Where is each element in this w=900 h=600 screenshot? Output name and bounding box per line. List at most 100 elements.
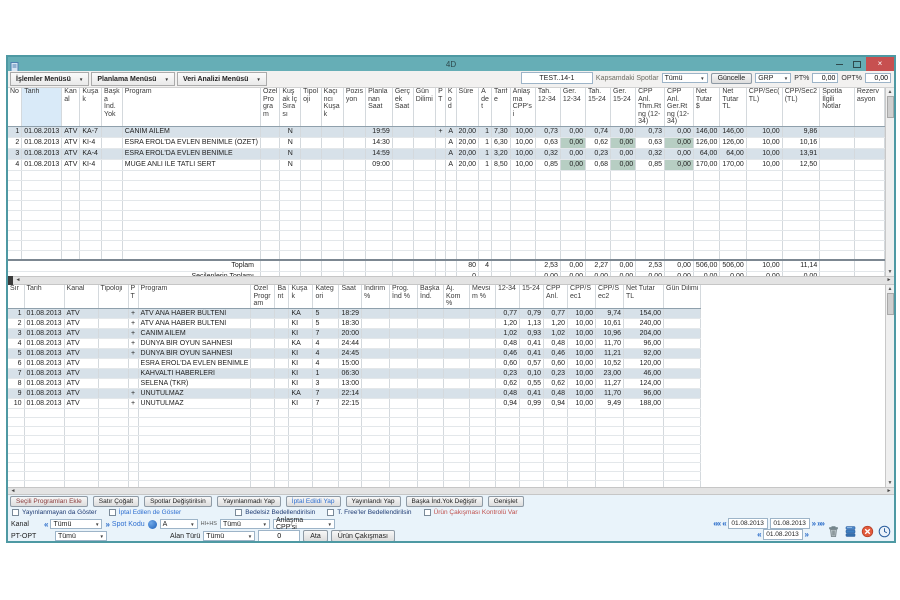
table-row[interactable]: 9 01.08.2013 ATV + UNUTULMAZ KA 7 22:14 0,48 0,41…	[8, 388, 702, 399]
menu-islemler[interactable]: İşlemler Menüsü ▼	[10, 72, 90, 86]
column-header[interactable]: Bant	[274, 285, 290, 309]
scroll-thumb[interactable]	[886, 96, 894, 118]
footer-button[interactable]: Seçili Programları Ekle	[10, 496, 88, 507]
column-header[interactable]: Planlanan Saat	[365, 88, 393, 127]
column-header[interactable]: Süre	[456, 88, 480, 127]
column-header[interactable]: Tarih	[21, 88, 63, 127]
ata-button[interactable]: Ata	[303, 530, 328, 541]
column-header[interactable]: Tah. 12-34	[535, 88, 561, 127]
column-header[interactable]: Pozisyon	[343, 88, 367, 127]
table-row[interactable]: 6 01.08.2013 ATV ESRA EROL'DA EVLEN BENİMLE…	[8, 358, 702, 369]
table-row[interactable]: 8 01.08.2013 ATV SELENA (TKR) KI 3 13:00 0,62 0,…	[8, 378, 702, 389]
column-header[interactable]: Sır	[8, 285, 25, 309]
scroll-left-icon[interactable]: ◄	[10, 487, 16, 494]
minimize-button[interactable]	[830, 57, 848, 71]
table-row[interactable]: 1 01.08.2013 ATV + ATV ANA HABER BÜLTENİ KA 5 1…	[8, 308, 702, 319]
column-header[interactable]: Başka İnd.	[417, 285, 445, 309]
column-header[interactable]: PT	[435, 88, 446, 127]
column-header[interactable]: Tarih	[24, 285, 65, 309]
date-end-field[interactable]: 01.08.2013	[769, 518, 810, 529]
cancel-icon[interactable]	[861, 525, 874, 540]
prev-date-icon[interactable]: «	[722, 519, 727, 528]
column-header[interactable]: Gün Dilimi	[663, 285, 702, 309]
column-header[interactable]: Program	[138, 285, 252, 309]
database-icon[interactable]	[844, 525, 857, 540]
table-row[interactable]: 2 01.08.2013 ATV KI-4 ESRA EROL'DA EVLEN BEN…	[8, 137, 885, 149]
column-header[interactable]: Gün Dilimi	[413, 88, 437, 127]
prev-day-icon[interactable]: «	[757, 530, 762, 539]
column-header[interactable]: Saat	[338, 285, 363, 309]
footer-button[interactable]: Spotlar Değiştirilsin	[144, 496, 212, 507]
next-date-icon[interactable]: »	[811, 519, 817, 528]
scroll-up-icon[interactable]: ▲	[887, 89, 893, 95]
column-header[interactable]: Tipoloji	[98, 285, 129, 309]
column-header[interactable]: Gerçek Saat	[392, 88, 414, 127]
table-row[interactable]: 7 01.08.2013 ATV KAHVALTI HABERLERİ KI 1 06:30…	[8, 368, 702, 379]
column-header[interactable]: CPP Anl. Thm.Rtng (12-34)	[635, 88, 666, 127]
last-date-icon[interactable]: »»	[817, 519, 825, 528]
column-header[interactable]: CPP/Sec(TL)	[746, 88, 783, 127]
column-header[interactable]: Kategori	[312, 285, 340, 309]
spot-kodu-combo[interactable]: A ▼	[159, 519, 198, 529]
checkbox[interactable]	[423, 509, 431, 516]
scroll-left-icon[interactable]: ◄	[15, 277, 21, 283]
column-header[interactable]: Aj. Kom %	[443, 285, 471, 309]
column-header[interactable]: Kuşak	[288, 285, 314, 309]
alan-turu-combo[interactable]: Tümü ▼	[203, 531, 256, 541]
kanal-next-icon[interactable]: »	[105, 519, 110, 529]
column-header[interactable]: CPP Anl. Ger.Rtng (12-34)	[664, 88, 694, 127]
scroll-down-icon[interactable]: ▼	[887, 480, 893, 486]
menu-veri-analizi[interactable]: Veri Analizi Menüsü ▼	[176, 72, 267, 86]
maximize-button[interactable]	[848, 57, 866, 71]
plan-name-field[interactable]	[520, 72, 593, 84]
splitter-handle[interactable]	[8, 276, 13, 285]
table-row[interactable]: 1 01.08.2013 ATV KA-7 CANIM AİLEM N 19:59 + A 20,…	[8, 126, 885, 138]
table-row[interactable]: 10 01.08.2013 ATV + UNUTULMAZ KI 7 22:15 0,94 0,9…	[8, 398, 702, 409]
urun-cakismasi-button[interactable]: Ürün Çakışması	[330, 530, 395, 541]
anlasma-cpp-combo[interactable]: Anlaşma CPP'si ▼	[272, 517, 335, 531]
pt-percent-value[interactable]: 0,00	[812, 73, 839, 83]
table1-vscrollbar[interactable]: ▲ ▼	[885, 88, 894, 276]
checkbox[interactable]	[12, 509, 19, 516]
column-header[interactable]: Kod	[445, 88, 457, 127]
metric-combo[interactable]: GRP ▼	[755, 73, 792, 83]
table-row[interactable]: 5 01.08.2013 ATV + DÜNYA BİR OYUN SAHNESİ KI 4…	[8, 348, 702, 359]
column-header[interactable]: CPP/Sec2(TL)	[782, 88, 821, 127]
kanal-combo[interactable]: Tümü ▼	[50, 519, 103, 529]
trash-icon[interactable]	[827, 525, 840, 540]
column-header[interactable]: Net Tutar TL	[719, 88, 747, 127]
scroll-up-icon[interactable]: ▲	[887, 286, 893, 292]
scroll-right-icon[interactable]: ►	[886, 277, 892, 283]
column-header[interactable]: Kuşak	[79, 88, 103, 127]
column-header[interactable]: Program	[122, 88, 261, 127]
table1-hscrollbar[interactable]: ◄ ►	[8, 276, 894, 285]
first-date-icon[interactable]: ««	[713, 519, 721, 528]
table-row[interactable]: 3 01.08.2013 ATV + CANIM AİLEM KI 7 20:00 1,02 0,…	[8, 328, 702, 339]
count-field[interactable]	[258, 530, 301, 541]
pt-opt-combo[interactable]: Tümü ▼	[55, 531, 107, 541]
footer-button[interactable]: İptal Edildi Yap	[285, 496, 341, 507]
column-header[interactable]: Başka İnd. Yok	[101, 88, 123, 127]
kanal-prev-icon[interactable]: «	[44, 519, 49, 529]
footer-button[interactable]: Genişlet	[487, 496, 524, 507]
table-row[interactable]: 2 01.08.2013 ATV + ATV ANA HABER BÜLTENİ KI 5 1…	[8, 318, 702, 329]
footer-button[interactable]: Başka İnd.Yok Değiştir	[405, 496, 483, 507]
column-header[interactable]: Net Tutar $	[693, 88, 721, 127]
footer-button[interactable]: Satır Çoğalt	[92, 496, 140, 507]
column-header[interactable]: Tarife	[491, 88, 511, 127]
table-row[interactable]: 3 01.08.2013 ATV KA-4 ESRA EROL'DA EVLEN BEN…	[8, 148, 885, 160]
column-header[interactable]: Özel Program	[260, 88, 281, 127]
column-header[interactable]: Tipoloji	[300, 88, 322, 127]
column-header[interactable]: Net Tutar TL	[623, 285, 665, 309]
column-header[interactable]: CPP/Sec2	[595, 285, 625, 309]
column-header[interactable]: Kaçıncı Kuşak	[321, 88, 344, 127]
table2-vscrollbar[interactable]: ▲ ▼	[885, 285, 894, 487]
column-header[interactable]: Tah. 15-24	[585, 88, 612, 127]
hi-hs-combo[interactable]: Tümü ▼	[219, 519, 270, 529]
column-header[interactable]: İndirim %	[361, 285, 391, 309]
column-header[interactable]: Özel Program	[250, 285, 276, 309]
checkbox[interactable]	[327, 509, 335, 516]
column-header[interactable]: PT	[128, 285, 139, 309]
close-button[interactable]: ×	[866, 57, 894, 71]
checkbox[interactable]	[108, 509, 116, 516]
